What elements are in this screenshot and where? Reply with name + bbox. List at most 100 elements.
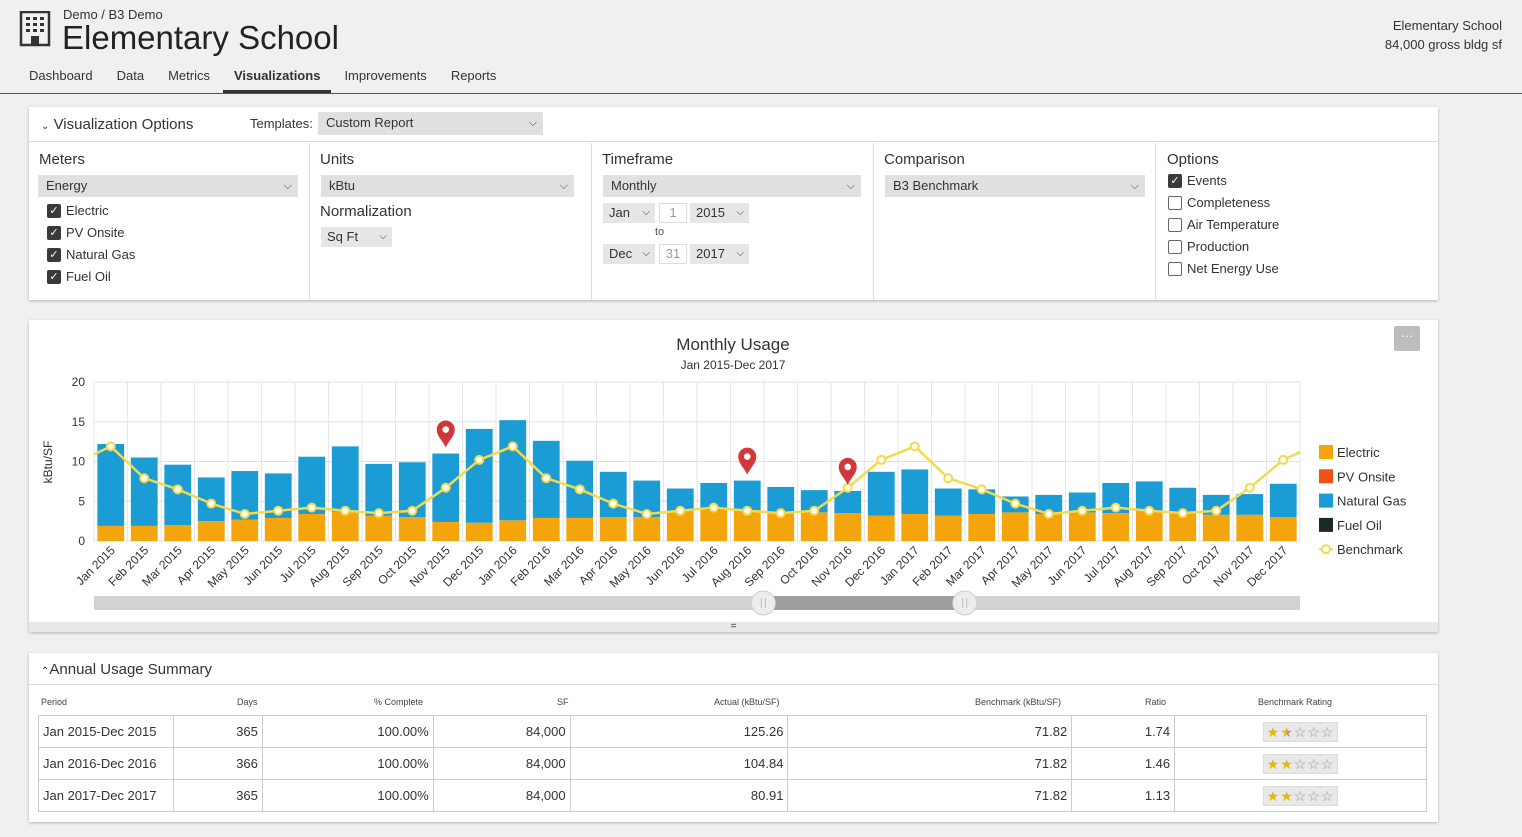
tab-reports[interactable]: Reports: [450, 68, 497, 83]
bar-electric: [834, 513, 862, 541]
benchmark-point: [608, 498, 619, 509]
range-slider-track: [94, 596, 1300, 610]
benchmark-point: [172, 484, 183, 495]
meters-select[interactable]: Energy ⌵: [38, 175, 298, 197]
event-marker-icon: [436, 420, 455, 448]
benchmark-point: [708, 502, 719, 513]
from-month-select[interactable]: Jan ⌵: [603, 203, 655, 223]
checkbox-fuel-oil[interactable]: ✓ Fuel Oil: [47, 269, 111, 284]
chevron-down-icon: ⌵: [559, 180, 568, 192]
benchmark-point: [675, 505, 686, 516]
to-year-select[interactable]: 2017 ⌵: [690, 244, 749, 264]
bar-natural-gas: [365, 463, 393, 516]
options-label: Options: [1167, 151, 1219, 168]
bar-natural-gas: [164, 464, 192, 526]
checkbox-production[interactable]: Production: [1168, 239, 1249, 254]
normalization-select[interactable]: Sq Ft ⌵: [321, 227, 392, 247]
checkbox-electric[interactable]: ✓ Electric: [47, 203, 109, 218]
chart-menu-button[interactable]: ···: [1394, 326, 1420, 351]
checkbox-events[interactable]: ✓ Events: [1168, 173, 1227, 188]
comparison-select[interactable]: B3 Benchmark ⌵: [885, 175, 1145, 197]
table-row: Jan 2015-Dec 2015 365 100.00% 84,000 125…: [38, 715, 1427, 748]
checkbox-label: Natural Gas: [66, 247, 136, 262]
star-empty-icon: ☆: [1307, 787, 1321, 804]
bar-electric: [599, 517, 627, 541]
timeframe-value: Monthly: [611, 178, 657, 193]
checkbox-label: Events: [1187, 173, 1227, 188]
from-year-select[interactable]: 2015 ⌵: [690, 203, 749, 223]
event-marker-icon: [838, 457, 857, 485]
to-month-select[interactable]: Dec ⌵: [603, 244, 655, 264]
benchmark-point: [842, 482, 853, 493]
benchmark-point: [909, 441, 920, 452]
cell-benchmark: 71.82: [787, 779, 1073, 812]
templates-select[interactable]: Custom Report ⌵: [318, 112, 543, 135]
cell-rating: ★★☆☆☆: [1174, 747, 1427, 780]
divider: [29, 684, 1438, 685]
star-full-icon: ★: [1266, 787, 1281, 804]
tab-dashboard[interactable]: Dashboard: [29, 68, 93, 83]
chevron-down-icon: ⌵: [736, 248, 744, 259]
benchmark-point: [1010, 498, 1021, 509]
ellipsis-icon: ···: [1400, 328, 1414, 343]
benchmark-point: [507, 441, 518, 452]
star-empty-icon: ☆: [1307, 755, 1321, 772]
bar-natural-gas: [666, 488, 694, 511]
cell-complete: 100.00%: [261, 747, 434, 780]
building-name: Elementary School: [1392, 18, 1502, 33]
tab-improvements[interactable]: Improvements: [344, 68, 427, 83]
summary-headers: Period Days % Complete SF Actual (kBtu/S…: [29, 697, 1438, 711]
timeframe-label: Timeframe: [602, 151, 674, 168]
col-actual: Actual (kBtu/SF): [714, 697, 780, 707]
checkbox-pv-onsite[interactable]: ✓ PV Onsite: [47, 225, 125, 240]
cell-sf: 84,000: [432, 715, 571, 748]
bar-natural-gas: [834, 490, 862, 514]
visualization-options-panel: ⌄ Visualization Options Templates: Custo…: [29, 107, 1438, 300]
from-day-input[interactable]: 1: [659, 203, 687, 223]
to-day-input[interactable]: 31: [659, 244, 687, 264]
cell-ratio: 1.46: [1071, 747, 1176, 780]
tab-bar: Dashboard Data Metrics Visualizations Im…: [18, 66, 509, 93]
legend-label: Electric: [1337, 445, 1380, 460]
star-rating-icon: ★★☆☆☆: [1262, 785, 1339, 806]
units-select[interactable]: kBtu ⌵: [321, 175, 574, 197]
checkbox-air-temperature[interactable]: Air Temperature: [1168, 217, 1279, 232]
star-rating-icon: ★★☆☆☆: [1262, 721, 1339, 742]
bar-electric: [666, 510, 694, 541]
benchmark-point: [1077, 505, 1088, 516]
meters-label: Meters: [39, 151, 85, 168]
options-title: Visualization Options: [53, 116, 194, 133]
summary-toggle[interactable]: ⌃Annual Usage Summary: [41, 661, 212, 678]
star-full-icon: ★: [1280, 755, 1294, 772]
tab-metrics[interactable]: Metrics: [168, 68, 210, 83]
checkbox-net-energy-use[interactable]: Net Energy Use: [1168, 261, 1279, 276]
legend-swatch: [1319, 517, 1333, 532]
resize-handle[interactable]: =: [29, 622, 1438, 632]
bar-electric: [867, 515, 895, 541]
benchmark-point: [206, 498, 217, 509]
bar-natural-gas: [1236, 494, 1264, 515]
bar-electric: [1269, 517, 1297, 541]
building-icon: [19, 11, 51, 47]
bar-natural-gas: [867, 471, 895, 516]
checkmark-icon: ✓: [47, 203, 61, 218]
breadcrumb[interactable]: Demo / B3 Demo: [63, 7, 163, 22]
bar-natural-gas: [97, 444, 125, 526]
checkbox-completeness[interactable]: Completeness: [1168, 195, 1270, 210]
tab-visualizations[interactable]: Visualizations: [222, 66, 332, 93]
cell-ratio: 1.13: [1071, 779, 1176, 812]
options-toggle[interactable]: ⌄ Visualization Options: [41, 116, 193, 133]
legend-swatch: [1319, 493, 1333, 508]
bar-electric: [398, 517, 426, 541]
from-month-value: Jan: [609, 205, 630, 220]
checkbox-natural-gas[interactable]: ✓ Natural Gas: [47, 247, 135, 262]
y-tick-label: 0: [78, 534, 85, 548]
bar-electric: [1068, 512, 1096, 541]
timeframe-select[interactable]: Monthly ⌵: [603, 175, 861, 197]
checkbox-empty-icon: [1168, 217, 1182, 232]
bar-electric: [298, 513, 326, 541]
checkbox-label: PV Onsite: [66, 225, 125, 240]
tab-data[interactable]: Data: [116, 68, 145, 83]
benchmark-point: [373, 508, 384, 519]
checkbox-label: Electric: [66, 203, 109, 218]
